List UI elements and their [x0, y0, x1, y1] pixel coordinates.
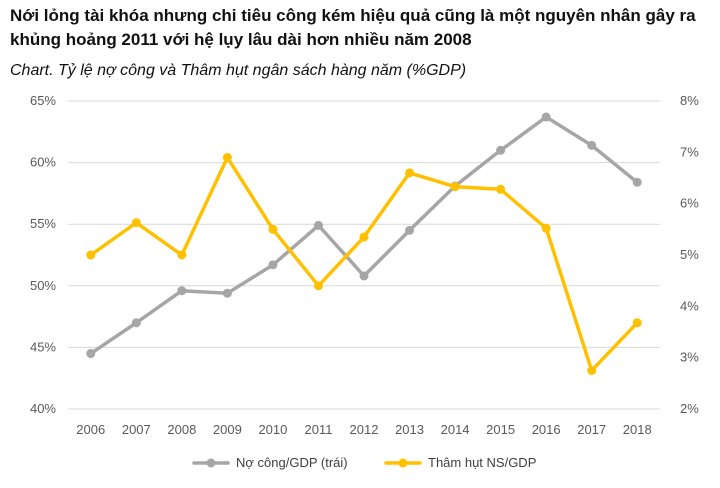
- x-tick-label: 2013: [395, 422, 424, 437]
- right-axis-ticks: 2% 3% 4% 5% 6% 7% 8%: [680, 93, 699, 416]
- data-point: [177, 286, 187, 296]
- x-tick-label: 2006: [76, 422, 105, 437]
- data-point: [359, 232, 369, 242]
- x-tick-label: 2012: [350, 422, 379, 437]
- chart-headline: Nới lỏng tài khóa nhưng chi tiêu công ké…: [10, 6, 696, 49]
- data-point: [268, 260, 278, 270]
- series-line-2: [89, 155, 639, 373]
- chart-subtitle: Chart. Tỷ lệ nợ công và Thâm hụt ngân sá…: [10, 62, 467, 79]
- legend-swatch-marker: [398, 458, 408, 468]
- right-tick-label: 2%: [680, 401, 699, 416]
- left-tick-label: 60%: [30, 155, 56, 170]
- data-point: [131, 218, 141, 228]
- data-point: [313, 281, 323, 291]
- x-tick-label: 2010: [258, 422, 287, 437]
- right-tick-label: 4%: [680, 298, 699, 313]
- data-point: [541, 223, 551, 233]
- right-tick-label: 7%: [680, 144, 699, 159]
- right-tick-label: 6%: [680, 196, 699, 211]
- x-axis-ticks: 2006 2007 2008 2009 2010 2011 2012 2013 2014 2015…: [76, 422, 651, 437]
- data-point: [177, 250, 187, 260]
- data-point: [450, 182, 460, 192]
- left-tick-label: 65%: [30, 93, 56, 108]
- legend-label: Thâm hụt NS/GDP: [428, 455, 536, 470]
- data-point: [86, 349, 96, 359]
- x-tick-label: 2017: [577, 422, 606, 437]
- data-point: [587, 366, 597, 375]
- data-point: [268, 224, 278, 234]
- series-lines: [86, 112, 642, 375]
- left-tick-label: 55%: [30, 216, 56, 231]
- data-point: [496, 184, 506, 194]
- data-point: [313, 220, 323, 230]
- x-tick-label: 2009: [213, 422, 242, 437]
- x-tick-label: 2014: [441, 422, 470, 437]
- left-axis-ticks: 40% 45% 50% 55% 60% 65%: [30, 93, 56, 416]
- data-point: [541, 112, 551, 122]
- data-point: [632, 318, 642, 328]
- data-point: [496, 145, 506, 155]
- x-tick-label: 2007: [122, 422, 151, 437]
- right-tick-label: 3%: [680, 350, 699, 365]
- x-tick-label: 2016: [532, 422, 561, 437]
- right-tick-label: 5%: [680, 247, 699, 262]
- gridlines: [68, 100, 660, 410]
- data-point: [222, 288, 232, 298]
- data-point: [222, 152, 232, 162]
- legend: Nợ công/GDP (trái) Thâm hụt NS/GDP: [192, 455, 536, 470]
- x-tick-label: 2008: [167, 422, 196, 437]
- data-point: [405, 225, 415, 235]
- left-tick-label: 50%: [30, 278, 56, 293]
- data-point: [632, 177, 642, 187]
- left-tick-label: 45%: [30, 339, 56, 354]
- legend-label: Nợ công/GDP (trái): [236, 455, 348, 470]
- legend-swatch-marker: [206, 458, 216, 468]
- data-point: [359, 271, 369, 281]
- data-point: [587, 140, 597, 150]
- x-tick-label: 2018: [623, 422, 652, 437]
- data-point: [131, 318, 141, 328]
- x-tick-label: 2011: [304, 422, 332, 437]
- data-point: [86, 250, 96, 260]
- left-tick-label: 40%: [30, 401, 56, 416]
- data-point: [405, 168, 415, 178]
- right-tick-label: 8%: [680, 93, 699, 108]
- x-tick-label: 2015: [486, 422, 515, 437]
